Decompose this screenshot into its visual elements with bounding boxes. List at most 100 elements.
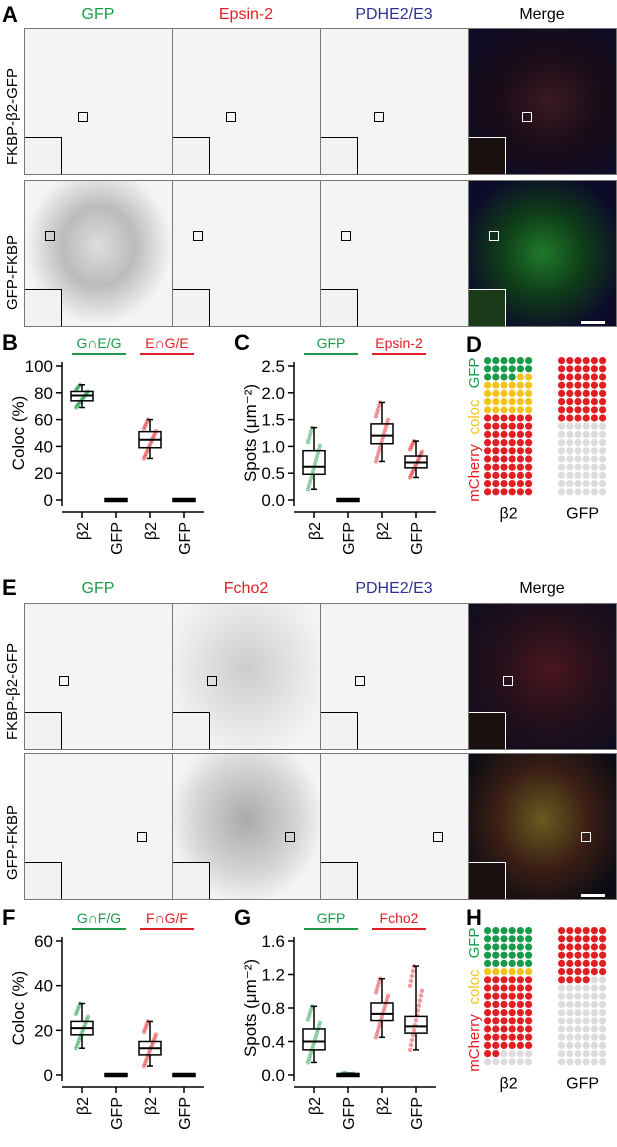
x-tick-label: GFP (341, 522, 358, 555)
y-tick-label: 1.0 (261, 437, 285, 456)
waffle-dot (590, 992, 598, 1000)
data-point (146, 1050, 152, 1056)
data-point (315, 450, 321, 456)
waffle-dot (492, 1000, 500, 1008)
waffle-dot (500, 943, 508, 951)
waffle-dot (516, 1041, 524, 1049)
waffle-dot (525, 463, 533, 471)
x-tick-label: β2 (143, 522, 160, 540)
group-label: GFP (317, 335, 346, 351)
waffle-dot (484, 373, 492, 381)
roi-box (207, 676, 217, 686)
inset-zoom (173, 862, 210, 899)
data-point (375, 983, 381, 988)
waffle-dot (516, 959, 524, 967)
waffle-dot (574, 422, 582, 430)
waffle-dot (508, 357, 516, 365)
data-point (147, 442, 153, 447)
chart-b: B 0 20 40 60 80 100 Coloc (%) β2 GFP β2 GFP G∩E/G E∩G… (2, 330, 204, 555)
waffle-dot (590, 406, 598, 414)
waffle-dot (492, 406, 500, 414)
y-tick-label: 60 (34, 411, 53, 430)
waffle-dot (566, 463, 574, 471)
row-label-gfp-fkbp: GFP-FKBP (4, 234, 21, 310)
x-tick-label: β2 (307, 1097, 324, 1115)
waffle-dot (525, 927, 533, 935)
data-point (379, 1014, 385, 1019)
panel-letter-e: E (2, 575, 17, 600)
waffle-dot (508, 1033, 516, 1041)
data-point (143, 451, 149, 457)
data-point (310, 1043, 316, 1049)
waffle-dot (500, 968, 508, 976)
micrograph-a-gfp-b2 (24, 28, 173, 175)
waffle-dot (516, 984, 524, 992)
data-point (381, 1007, 387, 1012)
waffle-dot (582, 389, 590, 397)
waffle-dot (500, 951, 508, 959)
row-label-gfp-fkbp-e: GFP-FKBP (4, 804, 21, 880)
waffle-dot (500, 414, 508, 422)
waffle-dot (484, 1009, 492, 1017)
y-tick-label: 2.0 (261, 384, 285, 403)
data-point (376, 448, 382, 454)
chart-f: F 0 20 40 60 Coloc (%) β2 GFP β2 GFP G∩F/G F∩G/F (2, 905, 204, 1130)
waffle-dot (558, 488, 566, 496)
waffle-dot (590, 373, 598, 381)
waffle-dot (566, 1017, 574, 1025)
waffle-dot (500, 1041, 508, 1049)
roi-box (59, 676, 69, 686)
data-point (74, 1043, 80, 1048)
waffle-dot (516, 365, 524, 373)
waffle-dot (492, 389, 500, 397)
data-point (144, 1021, 150, 1027)
waffle-dot (558, 1058, 566, 1066)
waffle-dot (582, 480, 590, 488)
waffle-dot (582, 1009, 590, 1017)
y-tick-label: 0 (44, 491, 53, 510)
inset-zoom (173, 712, 210, 749)
data-point (373, 414, 379, 419)
data-point (142, 1061, 148, 1066)
waffle-dot (599, 1000, 607, 1008)
inset-zoom (25, 289, 62, 326)
waffle-dot (492, 422, 500, 430)
waffle-dot (492, 1058, 500, 1066)
waffle-dot (599, 935, 607, 943)
waffle-dot (582, 365, 590, 373)
micrograph-e-gfp-fkbp (24, 753, 173, 900)
waffle-dot (590, 389, 598, 397)
waffle-dot (566, 1041, 574, 1049)
roi-box (193, 231, 203, 241)
y-tick-label: 0.0 (261, 1066, 285, 1085)
waffle-dot (492, 1025, 500, 1033)
data-point (307, 1053, 313, 1059)
data-point (408, 1042, 414, 1048)
y-tick-label: 1.2 (261, 966, 285, 985)
waffle-dot (558, 1025, 566, 1033)
waffle-dot (574, 1033, 582, 1041)
data-point (410, 968, 416, 974)
waffle-dot (558, 439, 566, 447)
data-point (142, 453, 148, 459)
waffle-dot (492, 430, 500, 438)
waffle-dot (582, 1050, 590, 1058)
waffle-dot (484, 365, 492, 373)
waffle-dot (516, 463, 524, 471)
y-tick-label: 20 (34, 464, 53, 483)
data-point (317, 443, 323, 448)
waffle-dot (582, 488, 590, 496)
waffle-dot (566, 1009, 574, 1017)
data-point (407, 1047, 413, 1053)
box (370, 1002, 394, 1022)
waffle-dot (516, 1017, 524, 1025)
waffle-dot (558, 1050, 566, 1058)
data-point (416, 455, 422, 461)
waffle-dot (599, 976, 607, 984)
waffle-dot (492, 984, 500, 992)
data-point (148, 440, 154, 445)
waffle-dot (516, 935, 524, 943)
waffle-d: β2 GFP GFP coloc mCherry (466, 357, 607, 522)
panel-letter: C (234, 330, 250, 355)
scale-bar (581, 321, 605, 324)
